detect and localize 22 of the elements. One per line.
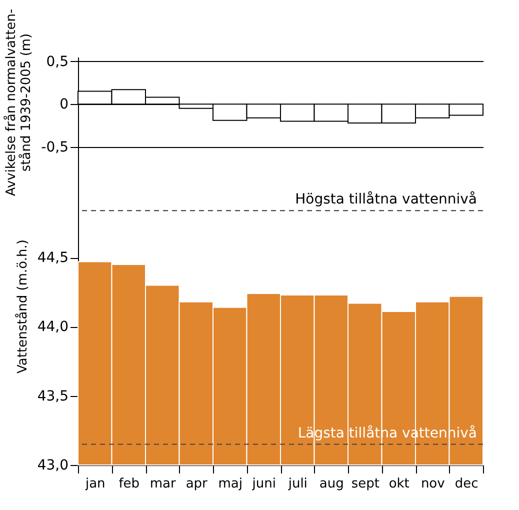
x-tick-label: sept (351, 476, 380, 492)
y-axis-title: Avvikelse från normalvatten- stånd 1939-2005 (m) (3, 8, 34, 196)
y-tick-label: 43,0 (37, 458, 68, 474)
y-tick-label: 43,5 (37, 388, 68, 404)
y-tick-label: 44,0 (37, 319, 68, 336)
y-axis-title: Vattenstånd (m.ö.h.) (14, 240, 30, 374)
y-tick-label: 0 (60, 96, 68, 113)
y-tick-label: -0,5 (41, 140, 68, 156)
x-tick-label: juli (287, 476, 308, 492)
x-tick-label: juni (251, 476, 276, 492)
y-tick-label: 0,5 (46, 54, 68, 70)
x-tick-label: okt (388, 476, 410, 492)
x-tick-label: aug (319, 476, 344, 492)
x-tick-label: jan (84, 476, 106, 492)
x-tick-label: dec (454, 476, 478, 492)
x-tick-label: feb (118, 476, 140, 492)
ref-line-label: Högsta tillåtna vattennivå (295, 190, 477, 208)
x-tick-label: nov (420, 476, 446, 492)
x-tick-label: maj (218, 476, 242, 492)
x-tick-label: mar (150, 476, 177, 492)
y-tick-label: 44,5 (37, 250, 68, 266)
x-tick-label: apr (186, 476, 208, 492)
